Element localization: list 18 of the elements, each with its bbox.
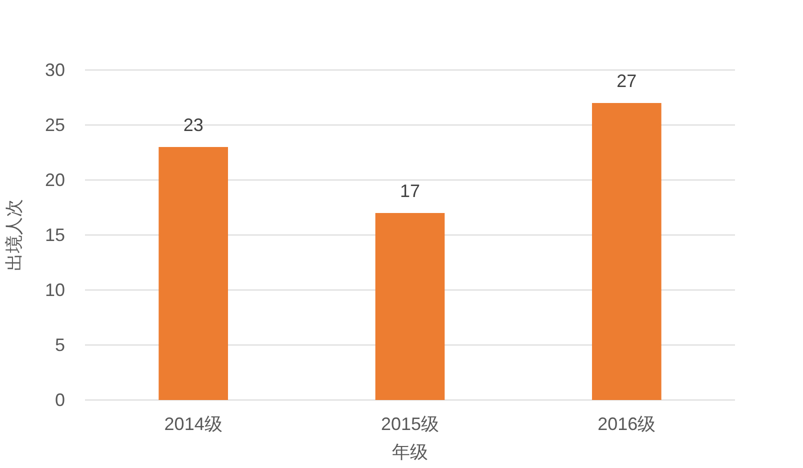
y-tick-label: 0 xyxy=(54,390,65,410)
y-tick-label: 10 xyxy=(44,280,65,300)
y-axis-title: 出境人次 xyxy=(4,199,24,271)
y-tick-label: 5 xyxy=(54,335,65,355)
y-tick-label: 20 xyxy=(44,170,65,190)
bar xyxy=(375,213,445,400)
x-tick-label: 2015级 xyxy=(380,414,440,434)
y-tick-label: 30 xyxy=(44,60,65,80)
data-label: 17 xyxy=(400,181,420,201)
x-tick-label: 2016级 xyxy=(598,414,656,434)
data-label: 27 xyxy=(616,71,637,91)
bar xyxy=(158,147,228,400)
y-tick-label: 25 xyxy=(44,115,65,135)
data-label: 23 xyxy=(183,115,204,135)
x-axis-title: 年级 xyxy=(392,442,428,462)
bar xyxy=(592,103,662,400)
y-tick-label: 15 xyxy=(44,225,65,245)
x-tick-label: 2014级 xyxy=(164,414,222,434)
